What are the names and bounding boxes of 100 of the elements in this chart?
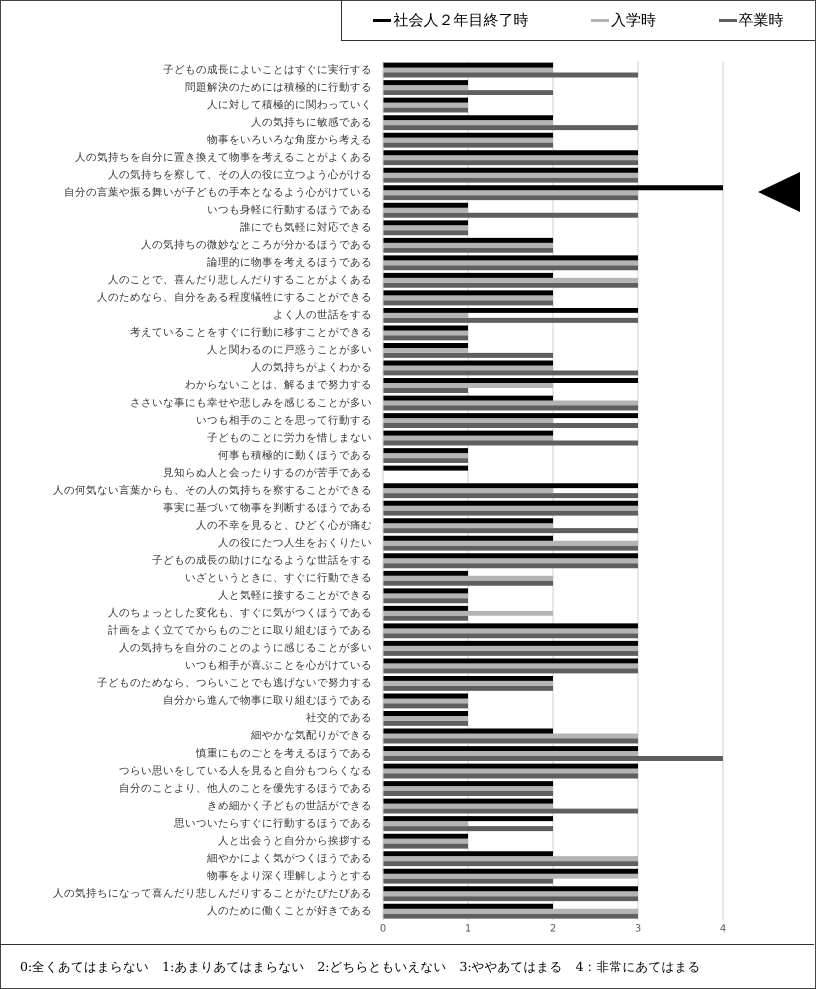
bar bbox=[384, 172, 638, 178]
bar bbox=[384, 90, 553, 96]
bar bbox=[384, 282, 638, 288]
y-tick-label: つらい思いをしている人を見ると自分もつらくなる bbox=[119, 764, 372, 777]
y-tick-label: いつも相手が喜ぶことを心がけている bbox=[185, 658, 372, 672]
y-tick-label: 人のことで、喜んだり悲しんだりすることがよくある bbox=[108, 273, 372, 286]
bar bbox=[384, 576, 553, 581]
text: 0:全くあてはまらない 1:あまりあてはまらない 2:どちらともいえない 3:ややあてはまる 4：非常にあてはまる bbox=[0, 944, 814, 988]
bar bbox=[384, 914, 638, 919]
bar bbox=[384, 650, 638, 656]
bar bbox=[384, 242, 553, 248]
y-tick-label: 細やかな気配りができる bbox=[250, 730, 372, 742]
y-tick-label: ささいな事にも幸せや悲しみを感じることが多い bbox=[130, 396, 372, 409]
bar bbox=[384, 62, 553, 68]
y-tick-label: 人の気持ちになって喜んだり悲しんだりすることがたびたびある bbox=[53, 886, 372, 900]
legend-label: 社会人２年目終了時 bbox=[392, 10, 528, 30]
y-tick-label: 見知らぬ人と会ったりするのが苦手である bbox=[163, 466, 372, 479]
bar bbox=[384, 896, 638, 902]
bar bbox=[384, 458, 468, 464]
bar bbox=[384, 546, 638, 551]
bar bbox=[384, 510, 638, 516]
bar bbox=[384, 400, 638, 406]
bar bbox=[384, 370, 638, 376]
bar bbox=[384, 120, 553, 126]
y-tick-label: 人の何気ない言葉からも、その人の気持ちを察することができる bbox=[53, 483, 372, 496]
bar bbox=[384, 640, 638, 646]
bar bbox=[384, 798, 553, 804]
bar bbox=[384, 308, 638, 313]
x-tick-label: 0 bbox=[380, 924, 386, 935]
bar bbox=[384, 248, 553, 253]
x-tick-label: 1 bbox=[464, 924, 472, 935]
bar bbox=[384, 528, 638, 534]
y-tick-label: 人のために働くことが好きである bbox=[207, 904, 372, 917]
bar bbox=[384, 238, 553, 243]
bar bbox=[384, 138, 553, 143]
bar bbox=[384, 115, 553, 120]
bar bbox=[384, 430, 553, 436]
bar bbox=[384, 668, 638, 674]
bar bbox=[384, 616, 468, 621]
bar bbox=[384, 593, 468, 598]
bar bbox=[384, 728, 553, 734]
bar bbox=[384, 536, 553, 541]
bar bbox=[384, 693, 468, 698]
bar bbox=[384, 208, 468, 213]
bar bbox=[384, 658, 638, 664]
bar bbox=[384, 260, 638, 266]
bar bbox=[384, 325, 468, 330]
bar bbox=[384, 423, 638, 428]
y-tick-label: 人と関わるのに戸惑うことが多い bbox=[207, 343, 372, 356]
bar bbox=[384, 786, 553, 792]
bar bbox=[384, 856, 638, 862]
bar bbox=[384, 570, 468, 576]
y-tick-label: 人の気持ちに敏感である bbox=[251, 115, 372, 128]
bar bbox=[384, 312, 468, 318]
bar bbox=[384, 295, 553, 300]
y-tick-label: 人のちょっとした変化も、すぐに気がつくほうである bbox=[108, 606, 372, 620]
y-tick-label: 誰にでも気軽に対応できる bbox=[240, 220, 372, 234]
bar bbox=[384, 230, 468, 236]
bar bbox=[384, 290, 553, 296]
bar bbox=[384, 413, 638, 418]
bar bbox=[384, 506, 638, 511]
y-tick-label: よく人の世話をする bbox=[273, 308, 372, 322]
bar bbox=[384, 365, 553, 370]
bar bbox=[384, 738, 638, 744]
bar bbox=[384, 406, 638, 410]
bar bbox=[384, 720, 468, 726]
bar bbox=[384, 493, 638, 498]
y-tick-label: 人と気軽に接することができる bbox=[218, 588, 372, 602]
bar bbox=[384, 781, 553, 786]
bar bbox=[384, 838, 468, 844]
bar bbox=[384, 804, 553, 809]
bar bbox=[384, 68, 553, 73]
bar bbox=[384, 195, 638, 200]
bar bbox=[384, 190, 638, 196]
y-tick-label: 人と出会うと自分から挨拶する bbox=[218, 834, 372, 847]
y-tick-label: 自分の言葉や振る舞いが子どもの手本となるよう心がけている bbox=[64, 185, 372, 198]
bar bbox=[384, 878, 553, 884]
bar bbox=[384, 102, 468, 108]
bar bbox=[384, 360, 553, 366]
bar bbox=[384, 791, 553, 796]
bar bbox=[384, 851, 553, 856]
y-tick-label: 子どものためなら、つらいことでも逃げないで努力する bbox=[97, 676, 372, 690]
bar bbox=[384, 868, 638, 874]
bar bbox=[384, 440, 638, 446]
y-tick-label: わからないことは、解るまで努力する bbox=[185, 378, 372, 392]
y-tick-label: 子どものことに労力を惜しまない bbox=[207, 430, 372, 444]
bar bbox=[384, 80, 468, 86]
bar bbox=[384, 676, 553, 681]
bar bbox=[384, 265, 638, 270]
y-tick-label: 自分から進んで物事に取り組むほうである bbox=[163, 694, 372, 707]
bar bbox=[384, 774, 638, 778]
bar bbox=[384, 142, 553, 148]
bar bbox=[384, 703, 468, 708]
y-tick-label: 論理的に物事を考えるほうである bbox=[207, 256, 372, 269]
bar bbox=[384, 352, 553, 358]
y-tick-label: 計画をよく立ててからものごとに取り組むほうである bbox=[108, 624, 372, 637]
bar bbox=[384, 588, 468, 594]
y-tick-label: 人のためなら、自分をある程度犠牲にすることができる bbox=[97, 290, 372, 304]
x-tick-label: 2 bbox=[550, 924, 556, 935]
bar bbox=[384, 335, 468, 340]
